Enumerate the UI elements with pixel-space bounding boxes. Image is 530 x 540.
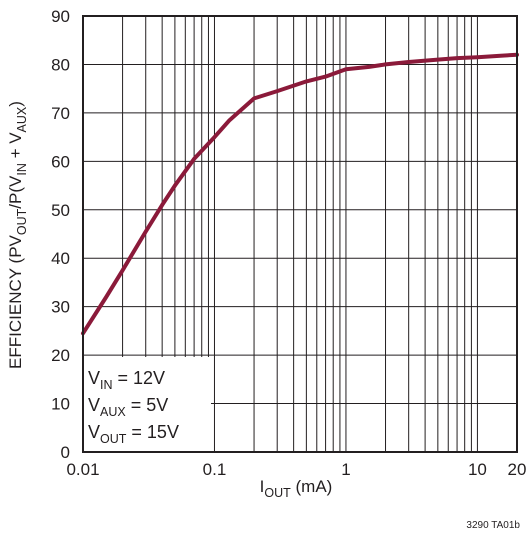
y-tick-label: 70 <box>51 104 70 123</box>
y-tick-label: 60 <box>51 152 70 171</box>
figure-id: 3290 TA01b <box>466 520 520 531</box>
annotation-vaux: VAUX = 5V <box>88 395 168 419</box>
y-tick-label: 50 <box>51 201 70 220</box>
x-tick-label: 10 <box>468 460 487 479</box>
y-tick-label: 80 <box>51 55 70 74</box>
x-tick-label: 0.01 <box>66 460 99 479</box>
x-tick-label: 0.1 <box>203 460 227 479</box>
y-tick-label: 90 <box>51 7 70 26</box>
x-tick-label: 1 <box>341 460 350 479</box>
annotation-vin: VIN = 12V <box>88 368 165 392</box>
annotation-vout: VOUT = 15V <box>88 422 179 446</box>
y-tick-label: 20 <box>51 346 70 365</box>
y-tick-label: 10 <box>51 395 70 414</box>
y-tick-label: 40 <box>51 249 70 268</box>
y-tick-label: 30 <box>51 298 70 317</box>
annotation-box: VIN = 12V VAUX = 5V VOUT = 15V <box>88 368 179 446</box>
x-tick-label: 20 <box>508 460 527 479</box>
tick-labels: 0 10 20 30 40 50 60 70 80 90 0.01 0.1 1 10 20 <box>51 7 526 479</box>
series-layer <box>81 52 519 336</box>
efficiency-series-line <box>81 52 519 336</box>
plot-frame <box>82 15 518 453</box>
x-axis-title: IOUT (mA) <box>260 477 333 500</box>
y-tick-label: 0 <box>61 443 70 462</box>
y-axis-title: EFFICIENCY (PVOUT/P(VIN + VAUX) <box>6 101 29 369</box>
annotation-box-background <box>78 357 211 451</box>
